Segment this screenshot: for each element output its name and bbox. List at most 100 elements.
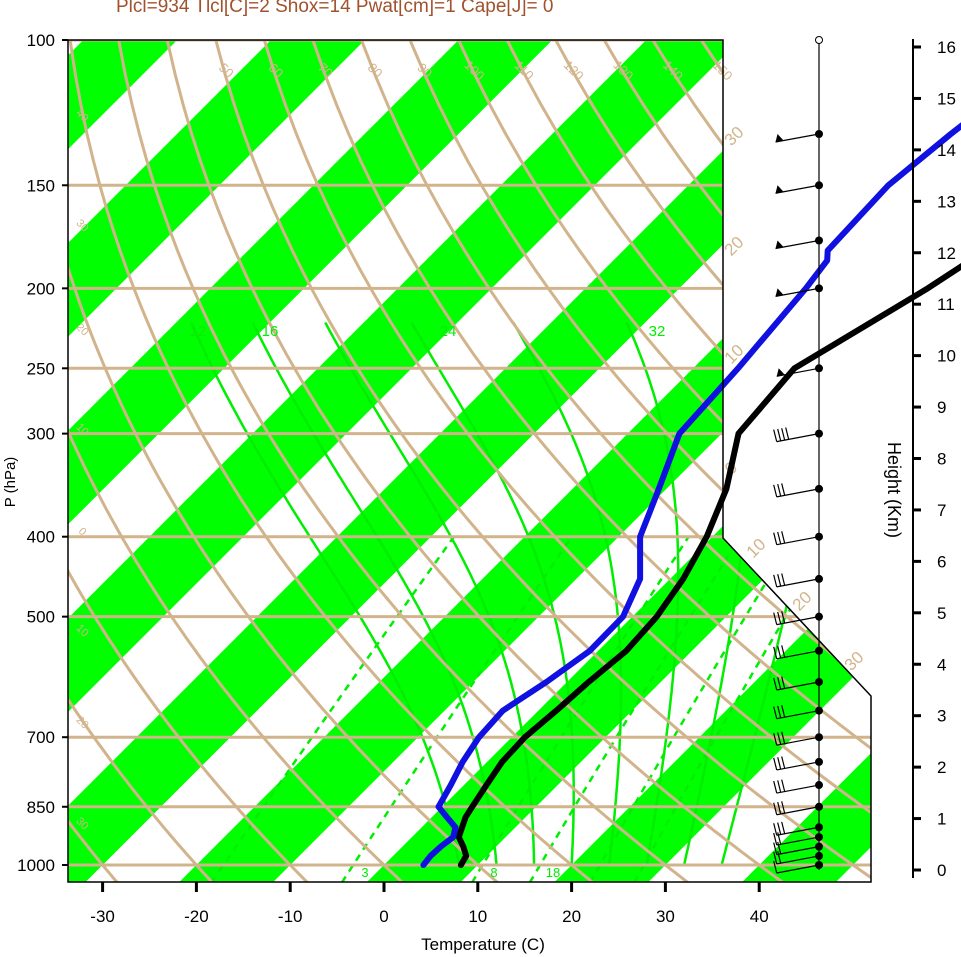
- stats-line: Plcl=934 Tlcl[C]=2 Shox=14 Pwat[cm]=1 Ca…: [116, 0, 554, 17]
- wind-dot: [815, 706, 823, 715]
- mixing-ratio-line: [470, 536, 690, 882]
- dry-adiabat: [68, 40, 422, 882]
- wind-barb: [776, 650, 820, 660]
- moist-adiabat-label: 12: [190, 323, 207, 340]
- wind-barb-feather: [773, 842, 778, 855]
- wind-barb: [776, 536, 820, 546]
- wind-barb: [776, 864, 820, 874]
- wind-barb-feather: [777, 757, 782, 770]
- wind-dot: [815, 733, 823, 742]
- wind-barb: [776, 616, 820, 626]
- wind-barb-flag: [775, 288, 784, 297]
- wind-barb: [776, 826, 820, 836]
- wind-barb-feather: [773, 802, 778, 815]
- wind-barb-feather: [773, 860, 778, 874]
- dry-adiabat-label: 80: [365, 60, 386, 81]
- height-tick-label: 10: [937, 347, 956, 366]
- plot-frame: [67, 39, 872, 883]
- x-axis-title: Temperature (C): [421, 935, 545, 954]
- wind-barb-feather: [781, 756, 786, 769]
- wind-dot: [815, 612, 823, 621]
- wind-dot: [815, 364, 823, 373]
- isotherm-label: 10: [743, 535, 770, 562]
- wind-dot: [815, 781, 823, 790]
- pressure-tick-label: 700: [27, 728, 55, 747]
- moist-adiabat: [324, 321, 536, 866]
- wind-barb-feather: [773, 677, 778, 691]
- wind-barb-feather: [777, 574, 782, 587]
- temperature-tick-label: -10: [278, 907, 303, 926]
- dewpoint-line: [420, 122, 961, 868]
- mixing-ratio-line: [210, 535, 456, 882]
- dry-adiabat-label: 120: [561, 57, 587, 83]
- wind-barb-feather: [777, 851, 782, 864]
- wind-dot: [815, 823, 823, 832]
- mixing-ratio-label: 3: [361, 865, 368, 880]
- wind-barb-feather: [773, 733, 778, 746]
- wind-barb: [776, 784, 820, 794]
- wind-barb: [775, 287, 820, 297]
- height-tick-label: 5: [937, 604, 946, 623]
- temperature-tick-label: 20: [562, 907, 581, 926]
- sounding-profiles: [420, 122, 961, 868]
- dry-adiabat: [111, 40, 711, 882]
- dry-adiabat: [0, 2, 35, 899]
- temperature-tick-label: 30: [656, 907, 675, 926]
- isotherm-band: [68, 40, 871, 882]
- wind-dot: [815, 802, 823, 811]
- wind-barb-flag: [775, 185, 784, 194]
- pressure-tick-label: 150: [27, 176, 55, 195]
- y-axis-title: P (hPa): [2, 457, 19, 508]
- wind-dot: [815, 130, 823, 139]
- wind-dot: [815, 851, 823, 860]
- isotherm-band: [68, 40, 370, 882]
- dry-adiabat: [68, 40, 133, 882]
- wind-barb-flag: [775, 134, 784, 143]
- wind-barb-feather: [773, 851, 778, 865]
- wind-barb: [776, 806, 820, 816]
- height-tick-label: 6: [937, 552, 946, 571]
- dry-adiabat: [441, 40, 871, 882]
- wind-barb-feather: [777, 531, 782, 545]
- moist-adiabat: [251, 321, 498, 866]
- wind-barb-feather: [781, 573, 786, 586]
- wind-barb-feather: [773, 574, 778, 588]
- mixing-ratio-label: 8: [490, 865, 497, 880]
- wind-barb-feather: [777, 780, 782, 793]
- wind-barb-feather: [773, 532, 778, 545]
- pressure-tick-label: 1000: [17, 856, 55, 875]
- wind-barb: [776, 736, 820, 746]
- wind-barb: [776, 681, 820, 691]
- isotherm-band: [174, 40, 871, 882]
- wind-barb-feather: [773, 823, 778, 836]
- wind-dot: [815, 842, 823, 851]
- height-tick-label: 2: [937, 758, 946, 777]
- wind-dot: [815, 284, 823, 293]
- wind-barb: [776, 836, 820, 846]
- temperature-line: [455, 262, 961, 868]
- wind-barb-feather: [773, 429, 778, 442]
- wind-barb-feather: [777, 841, 782, 855]
- height-tick-label: 14: [937, 141, 956, 160]
- wind-barb-feather: [781, 676, 786, 689]
- isotherm-label: 20: [721, 233, 748, 260]
- pressure-tick-label: 500: [27, 608, 55, 627]
- wind-barb-feather: [773, 757, 778, 771]
- moist-adiabat-label: 24: [440, 323, 457, 340]
- wind-barb: [776, 846, 820, 856]
- wind-barb-feather: [777, 428, 782, 442]
- dry-adiabat: [158, 40, 808, 882]
- pressure-tick-label: 200: [27, 279, 55, 298]
- isotherm-label: 30: [721, 123, 748, 150]
- wind-dot: [815, 677, 823, 686]
- height-tick-label: 1: [937, 810, 946, 829]
- wind-barb-feather: [773, 612, 778, 625]
- wind-dot: [815, 484, 823, 493]
- moist-adiabat: [512, 321, 623, 866]
- height-tick-label: 7: [937, 501, 946, 520]
- wind-barb-feather: [781, 531, 786, 544]
- wind-barb-feather: [773, 780, 778, 794]
- height-tick-label: 15: [937, 89, 956, 108]
- wind-dot: [815, 833, 823, 842]
